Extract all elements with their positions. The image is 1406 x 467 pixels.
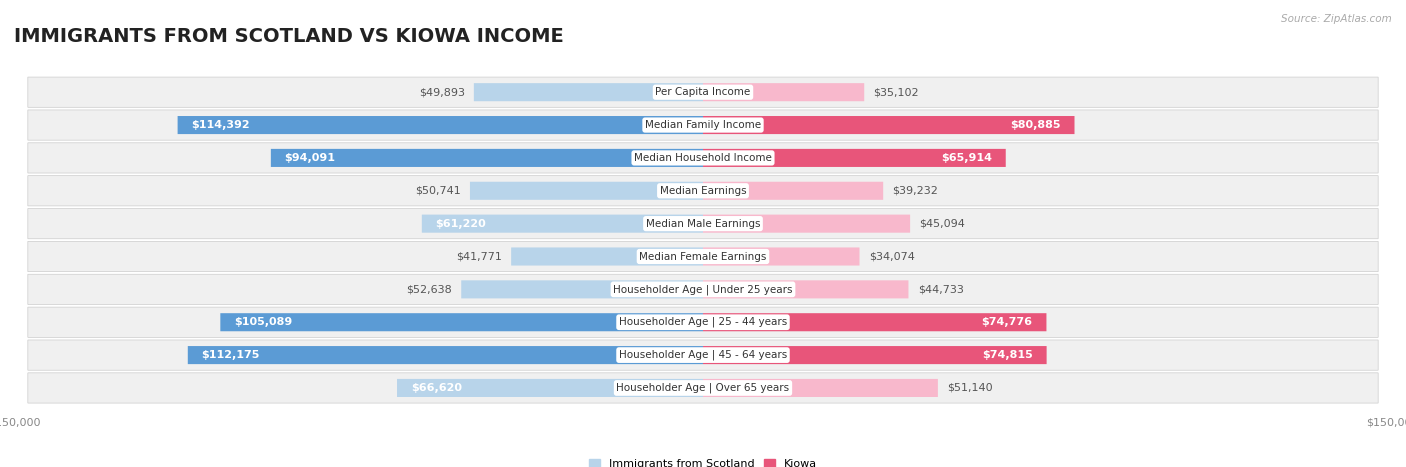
FancyBboxPatch shape [28,307,1378,337]
Text: $66,620: $66,620 [411,383,461,393]
Text: $74,815: $74,815 [983,350,1033,360]
FancyBboxPatch shape [703,346,1046,364]
FancyBboxPatch shape [28,274,1378,304]
FancyBboxPatch shape [703,280,908,298]
Text: Householder Age | Over 65 years: Householder Age | Over 65 years [616,382,790,393]
Text: $44,733: $44,733 [918,284,963,294]
Text: Median Female Earnings: Median Female Earnings [640,252,766,262]
FancyBboxPatch shape [703,182,883,200]
FancyBboxPatch shape [703,379,938,397]
Text: Median Family Income: Median Family Income [645,120,761,130]
Text: Median Earnings: Median Earnings [659,186,747,196]
Text: $112,175: $112,175 [201,350,260,360]
FancyBboxPatch shape [396,379,703,397]
Text: $45,094: $45,094 [920,219,965,229]
Text: $35,102: $35,102 [873,87,920,97]
Text: $52,638: $52,638 [406,284,453,294]
FancyBboxPatch shape [422,215,703,233]
FancyBboxPatch shape [28,110,1378,140]
Text: Householder Age | 25 - 44 years: Householder Age | 25 - 44 years [619,317,787,327]
Legend: Immigrants from Scotland, Kiowa: Immigrants from Scotland, Kiowa [589,459,817,467]
FancyBboxPatch shape [703,215,910,233]
Text: Householder Age | 45 - 64 years: Householder Age | 45 - 64 years [619,350,787,361]
Text: Median Household Income: Median Household Income [634,153,772,163]
FancyBboxPatch shape [28,77,1378,107]
Text: $50,741: $50,741 [415,186,461,196]
FancyBboxPatch shape [28,209,1378,239]
FancyBboxPatch shape [28,241,1378,272]
Text: $74,776: $74,776 [981,317,1032,327]
FancyBboxPatch shape [703,313,1046,331]
Text: $61,220: $61,220 [436,219,486,229]
FancyBboxPatch shape [470,182,703,200]
FancyBboxPatch shape [221,313,703,331]
Text: $41,771: $41,771 [456,252,502,262]
Text: $51,140: $51,140 [948,383,993,393]
Text: IMMIGRANTS FROM SCOTLAND VS KIOWA INCOME: IMMIGRANTS FROM SCOTLAND VS KIOWA INCOME [14,27,564,46]
FancyBboxPatch shape [703,83,865,101]
Text: $105,089: $105,089 [235,317,292,327]
Text: $39,232: $39,232 [893,186,938,196]
FancyBboxPatch shape [28,143,1378,173]
Text: Per Capita Income: Per Capita Income [655,87,751,97]
FancyBboxPatch shape [474,83,703,101]
FancyBboxPatch shape [461,280,703,298]
FancyBboxPatch shape [177,116,703,134]
Text: $65,914: $65,914 [941,153,993,163]
Text: Median Male Earnings: Median Male Earnings [645,219,761,229]
Text: $49,893: $49,893 [419,87,464,97]
FancyBboxPatch shape [512,248,703,266]
FancyBboxPatch shape [703,248,859,266]
FancyBboxPatch shape [28,176,1378,206]
FancyBboxPatch shape [28,373,1378,403]
FancyBboxPatch shape [703,116,1074,134]
Text: $94,091: $94,091 [284,153,336,163]
Text: Householder Age | Under 25 years: Householder Age | Under 25 years [613,284,793,295]
Text: $114,392: $114,392 [191,120,250,130]
Text: Source: ZipAtlas.com: Source: ZipAtlas.com [1281,14,1392,24]
FancyBboxPatch shape [28,340,1378,370]
FancyBboxPatch shape [703,149,1005,167]
Text: $34,074: $34,074 [869,252,914,262]
FancyBboxPatch shape [188,346,703,364]
FancyBboxPatch shape [271,149,703,167]
Text: $80,885: $80,885 [1011,120,1060,130]
